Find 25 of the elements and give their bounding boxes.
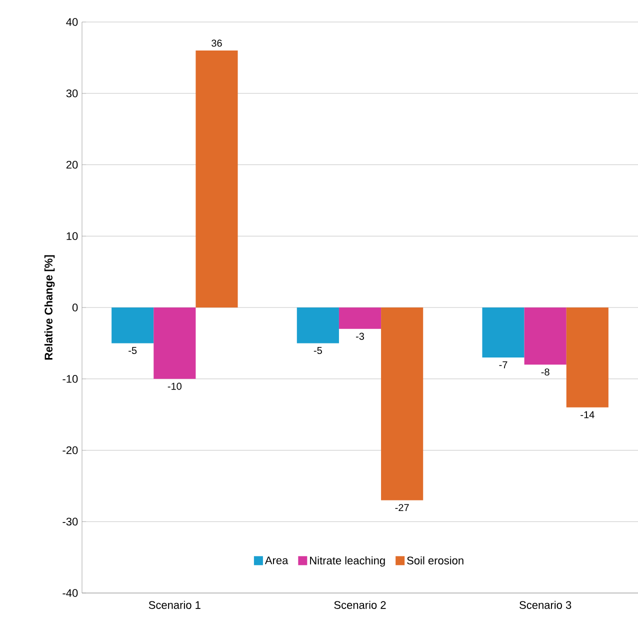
y-tick-label: 40 <box>66 18 78 26</box>
legend-label: Area <box>264 556 288 564</box>
data-label: -3 <box>356 332 364 340</box>
y-tick-label: -10 <box>62 374 78 383</box>
x-tick-label: Scenario 2 <box>334 600 386 609</box>
data-label: -14 <box>580 411 594 418</box>
data-label: -5 <box>314 347 322 354</box>
data-label: -7 <box>499 361 508 368</box>
y-tick-label: 0 <box>72 304 78 312</box>
x-tick-label: Scenario 3 <box>520 600 572 609</box>
data-label: -27 <box>395 504 409 512</box>
data-label: -10 <box>168 382 182 390</box>
data-label: -5 <box>128 347 137 354</box>
data-label: 36 <box>212 40 222 47</box>
legend-label: Soil erosion <box>407 556 464 564</box>
y-axis-title: Relative Change [%] <box>44 255 55 360</box>
y-tick-label: -20 <box>62 446 78 454</box>
legend-label: Nitrate leaching <box>310 556 385 567</box>
data-label: -8 <box>541 368 550 376</box>
y-tick-label: -40 <box>62 589 78 597</box>
x-tick-label: Scenario 1 <box>148 600 200 609</box>
y-tick-label: 30 <box>66 89 78 98</box>
y-tick-label: 10 <box>66 232 78 240</box>
y-tick-label: -30 <box>62 518 78 526</box>
y-tick-label: 20 <box>66 160 78 169</box>
